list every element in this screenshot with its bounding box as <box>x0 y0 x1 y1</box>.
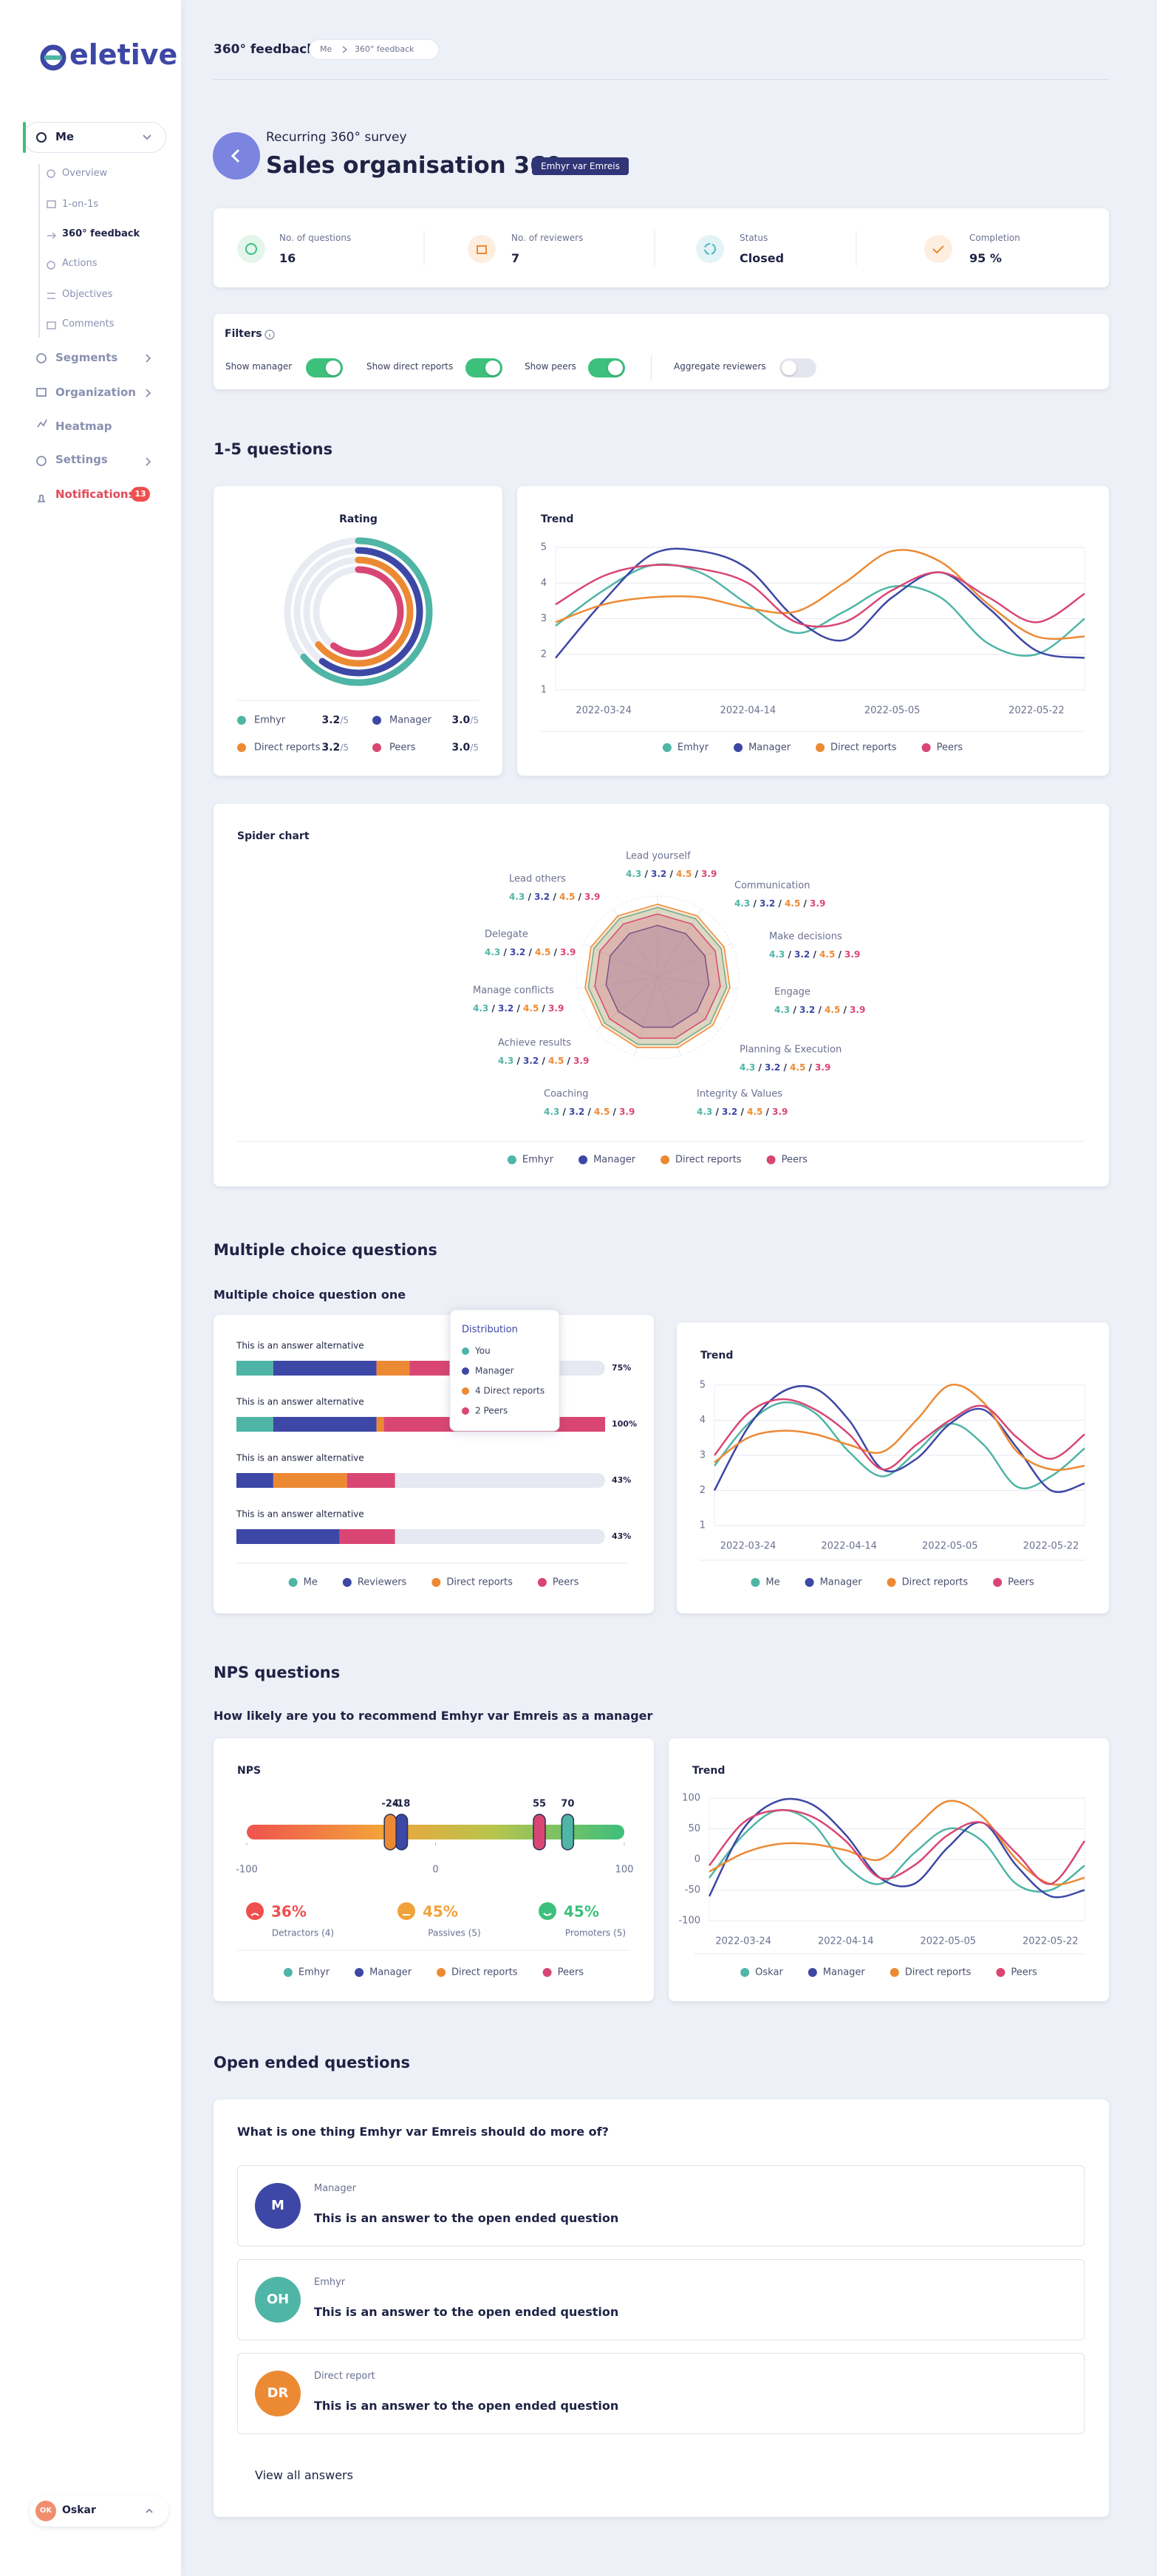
toggle-label: Show manager <box>225 361 293 372</box>
menu-item[interactable]: Objectives <box>62 289 113 300</box>
stat-label: No. of reviewers <box>511 233 584 243</box>
breadcrumb-item[interactable]: Me <box>320 44 332 54</box>
toggle-knob <box>485 361 500 375</box>
active-marker <box>23 122 26 153</box>
section-title: 1-5 questions <box>214 440 333 458</box>
menu-item[interactable]: Actions <box>62 258 98 269</box>
multiple-choice-card <box>214 1315 654 1613</box>
sub-line <box>38 164 40 338</box>
menu-item[interactable]: 360° feedback <box>62 228 140 239</box>
answer-text: This is an answer to the open ended ques… <box>314 2399 619 2413</box>
menu-item[interactable]: 1-on-1s <box>62 199 99 210</box>
back-icon <box>231 148 240 163</box>
stats-card <box>214 208 1109 287</box>
user-name: Oskar <box>62 2504 96 2516</box>
menu-item[interactable]: Heatmap <box>55 420 112 433</box>
toggle-label: Aggregate reviewers <box>674 361 766 372</box>
stat-value: 16 <box>279 251 296 265</box>
me-menu[interactable] <box>23 122 166 153</box>
stat-value: Closed <box>740 251 785 265</box>
menu-item[interactable]: Segments <box>55 351 118 364</box>
answer-text: This is an answer to the open ended ques… <box>314 2305 619 2319</box>
toggle[interactable] <box>779 358 816 377</box>
menu-item[interactable]: Organization <box>55 386 136 399</box>
toggle[interactable] <box>588 358 625 377</box>
me-label: Me <box>55 130 75 143</box>
spider-card <box>214 804 1109 1186</box>
answer-avatar: OH <box>255 2277 301 2323</box>
logo: eletive <box>69 38 178 71</box>
trend-card <box>669 1738 1109 2001</box>
question-title: How likely are you to recommend Emhyr va… <box>214 1709 653 1723</box>
view-all-link[interactable]: View all answers <box>255 2468 353 2482</box>
logo-icon <box>40 44 66 71</box>
survey-badge: Emhyr var Emreis <box>532 157 629 175</box>
stat-label: Completion <box>969 233 1020 243</box>
stat-label: No. of questions <box>279 233 352 243</box>
stat-value: 95 % <box>969 251 1002 265</box>
stat-label: Status <box>740 233 768 243</box>
filters-title: Filters <box>225 328 262 340</box>
answer-box <box>237 2259 1085 2340</box>
section-title: Multiple choice questions <box>214 1241 437 1259</box>
toggle-label: Show peers <box>525 361 576 372</box>
survey-title: Sales organisation 360 <box>266 152 562 179</box>
section-title: Open ended questions <box>214 2054 411 2071</box>
toggle-knob <box>608 361 623 375</box>
open-question: What is one thing Emhyr var Emreis shoul… <box>237 2125 609 2139</box>
answer-role: Manager <box>314 2183 356 2194</box>
nps-card <box>214 1738 654 2001</box>
trend-card <box>517 486 1109 776</box>
answer-avatar: DR <box>255 2371 301 2416</box>
page-title: 360° feedback <box>214 42 315 57</box>
divider <box>651 355 652 381</box>
chevron <box>146 2508 153 2513</box>
notification-badge: 13 <box>131 487 150 502</box>
sub-icons <box>47 169 57 329</box>
back-button[interactable] <box>213 132 260 180</box>
toggle-label: Show direct reports <box>366 361 454 372</box>
answer-role: Direct report <box>314 2371 375 2382</box>
user-avatar: OK <box>35 2501 56 2521</box>
sidebar <box>0 0 181 2576</box>
rating-card <box>214 486 502 776</box>
info-icon <box>264 329 275 340</box>
question-title: Multiple choice question one <box>214 1288 406 1302</box>
chevron <box>143 134 151 140</box>
me-icon <box>36 132 47 143</box>
filters-card <box>214 314 1109 389</box>
toggle[interactable] <box>465 358 502 377</box>
menu-item[interactable]: Overview <box>62 168 108 179</box>
answer-avatar: M <box>255 2183 301 2229</box>
menu-item[interactable]: Notifications <box>55 488 135 501</box>
answer-role: Emhyr <box>314 2277 346 2288</box>
menu-item[interactable]: Comments <box>62 318 115 329</box>
menu-item[interactable]: Settings <box>55 453 108 466</box>
toggle[interactable] <box>306 358 343 377</box>
stat-value: 7 <box>511 251 520 265</box>
answer-box <box>237 2353 1085 2434</box>
item-icons <box>36 353 151 502</box>
survey-kicker: Recurring 360° survey <box>266 130 407 145</box>
section-title: NPS questions <box>214 1664 341 1681</box>
divider <box>214 79 1109 80</box>
answer-box <box>237 2165 1085 2247</box>
stats-icons <box>237 230 952 266</box>
toggle-knob <box>326 361 341 375</box>
trend-card <box>677 1322 1109 1613</box>
toggle-knob <box>782 361 796 375</box>
breadcrumb <box>309 39 439 60</box>
breadcrumb-separator <box>342 46 348 53</box>
breadcrumb-item: 360° feedback <box>355 44 414 54</box>
answer-text: This is an answer to the open ended ques… <box>314 2211 619 2225</box>
